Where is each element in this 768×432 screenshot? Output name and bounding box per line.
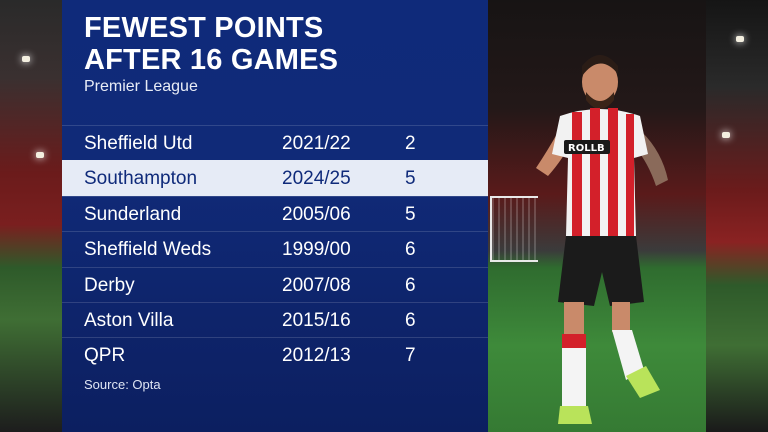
stadium-stand-right (706, 0, 768, 432)
table-row: Derby 2007/08 6 (62, 266, 488, 302)
season: 2007/08 (282, 274, 351, 296)
season: 2015/16 (282, 309, 351, 331)
points: 5 (405, 168, 416, 190)
stadium-stand-left (0, 0, 62, 432)
season: 2024/25 (282, 168, 351, 190)
table-row: Sheffield Weds 1999/00 6 (62, 231, 488, 266)
team-name: Sheffield Utd (84, 133, 193, 154)
svg-text:ROLLB: ROLLB (568, 143, 605, 154)
team-name: Derby (84, 274, 135, 296)
points: 6 (405, 239, 416, 261)
season: 2005/06 (282, 203, 351, 225)
team-name: Sunderland (84, 203, 182, 225)
points: 7 (405, 345, 416, 367)
panel-subtitle: Premier League (84, 78, 198, 95)
table-row: Sheffield Utd 2021/22 2 (62, 125, 488, 160)
season: 2021/22 (282, 133, 351, 154)
points: 5 (405, 203, 416, 225)
points: 2 (405, 133, 416, 154)
stats-panel: FEWEST POINTS AFTER 16 GAMES Premier Lea… (62, 0, 488, 432)
title-line-2: AFTER 16 GAMES (84, 44, 339, 76)
floodlight (722, 132, 730, 138)
season: 1999/00 (282, 239, 351, 261)
footballer-photo: ROLLB (536, 55, 668, 424)
points: 6 (405, 309, 416, 331)
floodlight (22, 56, 30, 62)
points-table: Sheffield Utd 2021/22 2 Southampton 2024… (62, 125, 488, 373)
table-row-highlighted: Southampton 2024/25 5 (62, 160, 488, 196)
source-note: Source: Opta (84, 377, 161, 392)
points: 6 (405, 274, 416, 296)
floodlight (736, 36, 744, 42)
goal-net (490, 196, 538, 262)
table-row: Aston Villa 2015/16 6 (62, 301, 488, 337)
title-line-1: FEWEST POINTS (84, 12, 324, 44)
team-name: Aston Villa (84, 309, 174, 331)
season: 2012/13 (282, 345, 351, 367)
panel-title: FEWEST POINTS AFTER 16 GAMES (84, 12, 338, 76)
team-name: QPR (84, 345, 126, 367)
table-row: QPR 2012/13 7 (62, 337, 488, 372)
table-row: Sunderland 2005/06 5 (62, 195, 488, 231)
team-name: Southampton (84, 168, 198, 190)
team-name: Sheffield Weds (84, 239, 212, 261)
floodlight (36, 152, 44, 158)
